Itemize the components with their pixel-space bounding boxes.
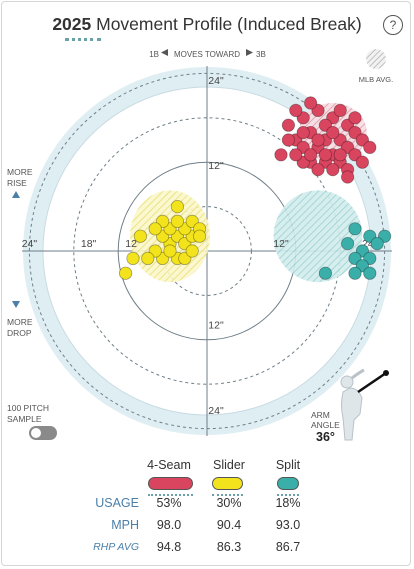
pitch-point-4-seam bbox=[340, 170, 355, 184]
more-rise-label: MORE RISE bbox=[7, 167, 33, 188]
pitch-point-slider bbox=[193, 229, 207, 243]
page-title: 2025 Movement Profile (Induced Break) bbox=[0, 14, 414, 35]
usage-4seam: 53% bbox=[156, 496, 182, 510]
dir-left-label: 1B bbox=[149, 50, 159, 59]
pill-split[interactable] bbox=[277, 477, 299, 490]
pitch-point-4-seam bbox=[303, 96, 318, 110]
pitch-point-slider bbox=[185, 244, 199, 258]
pitch-point-split bbox=[348, 222, 362, 236]
pitch-point-4-seam bbox=[281, 133, 295, 147]
mlb-avg-legend-label: MLB AVG. bbox=[359, 75, 393, 84]
x-tick-label: 18" bbox=[81, 238, 97, 250]
col-header-split: Split bbox=[275, 458, 301, 472]
y-tick-label: 12" bbox=[208, 160, 224, 172]
row-label-rhp-avg: RHP AVG bbox=[93, 541, 139, 553]
col-header-slider: Slider bbox=[213, 458, 245, 472]
pitch-point-slider bbox=[126, 251, 140, 265]
row-label-mph: MPH bbox=[111, 518, 139, 532]
rhp-avg-4seam: 94.8 bbox=[156, 540, 182, 554]
y-tick-label: 24" bbox=[208, 405, 224, 417]
rhp-avg-slider: 86.3 bbox=[216, 540, 242, 554]
pitch-point-slider bbox=[170, 214, 184, 228]
pitch-point-split bbox=[363, 266, 377, 280]
pitch-point-4-seam bbox=[303, 148, 318, 162]
col-header-4seam: 4-Seam bbox=[147, 458, 191, 472]
pitch-point-slider bbox=[141, 251, 155, 265]
pitch-point-4-seam bbox=[274, 148, 288, 162]
arm-angle-label: ARM ANGLE bbox=[311, 410, 340, 430]
dir-right-label: 3B bbox=[256, 50, 266, 59]
pitch-point-4-seam bbox=[333, 148, 347, 162]
y-tick-label: 24" bbox=[208, 75, 224, 87]
pitch-point-4-seam bbox=[348, 111, 362, 125]
dir-middle-label: MOVES TOWARD bbox=[174, 50, 240, 59]
row-label-usage: USAGE bbox=[95, 496, 139, 510]
pitch-point-4-seam bbox=[296, 126, 310, 140]
plot-area: 24" 18" 12" 12" 24"24"12"12"24" bbox=[22, 66, 392, 436]
pitch-sample-toggle[interactable] bbox=[29, 426, 57, 440]
pitch-point-slider bbox=[148, 222, 162, 236]
pitch-point-4-seam bbox=[289, 103, 303, 118]
pitch-point-4-seam bbox=[326, 163, 340, 177]
pitch-point-4-seam bbox=[318, 148, 332, 162]
pitch-point-split bbox=[370, 237, 384, 251]
pitch-point-split bbox=[348, 266, 362, 280]
y-tick-label: 12" bbox=[208, 320, 224, 332]
pitch-point-slider bbox=[170, 200, 184, 214]
arm-angle-value: 36° bbox=[316, 430, 335, 444]
pitch-point-slider bbox=[133, 229, 147, 243]
underline-split bbox=[277, 494, 299, 496]
pill-4seam[interactable] bbox=[148, 477, 193, 490]
underline-4seam bbox=[148, 494, 193, 496]
title-year: 2025 bbox=[52, 14, 92, 34]
usage-split: 18% bbox=[275, 496, 301, 510]
arrow-down-icon bbox=[12, 301, 20, 308]
pitch-sample-label: 100 PITCH SAMPLE bbox=[7, 403, 50, 424]
pitch-point-4-seam bbox=[363, 140, 377, 154]
mlb-avg-legend-swatch bbox=[366, 49, 386, 69]
pitch-point-4-seam bbox=[355, 155, 369, 169]
mlb-avg-split bbox=[273, 190, 363, 283]
mph-slider: 90.4 bbox=[216, 518, 242, 532]
arrow-up-icon bbox=[12, 191, 20, 198]
rhp-avg-split: 86.7 bbox=[275, 540, 301, 554]
x-tick-label: 12" bbox=[273, 238, 289, 250]
pitch-point-slider bbox=[163, 244, 177, 258]
usage-slider: 30% bbox=[216, 496, 242, 510]
x-tick-label: 24" bbox=[22, 238, 38, 250]
toggle-knob bbox=[31, 428, 41, 438]
mph-split: 93.0 bbox=[275, 518, 301, 532]
underline-slider bbox=[212, 494, 243, 496]
pitcher-figure-icon bbox=[340, 368, 389, 441]
pitch-point-split bbox=[318, 266, 332, 280]
pitch-point-4-seam bbox=[326, 126, 340, 140]
pitch-point-4-seam bbox=[311, 163, 325, 177]
mph-4seam: 98.0 bbox=[156, 518, 182, 532]
pitch-point-4-seam bbox=[333, 103, 347, 118]
pill-slider[interactable] bbox=[212, 477, 243, 490]
pitch-point-4-seam bbox=[289, 148, 303, 162]
pitch-point-split bbox=[340, 237, 355, 251]
arrow-right-icon bbox=[246, 49, 253, 56]
arrow-left-icon bbox=[161, 49, 168, 56]
title-text: Movement Profile (Induced Break) bbox=[96, 14, 362, 34]
year-underline bbox=[65, 38, 101, 41]
pitch-point-4-seam bbox=[281, 118, 295, 132]
arm-angle-line bbox=[357, 371, 387, 394]
more-drop-label: MORE DROP bbox=[7, 317, 33, 338]
help-icon[interactable]: ? bbox=[383, 15, 403, 35]
pitch-point-4-seam bbox=[311, 133, 325, 147]
pitch-point-slider bbox=[119, 266, 133, 280]
